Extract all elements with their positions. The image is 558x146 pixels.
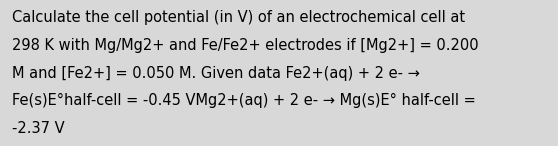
Text: -2.37 V: -2.37 V: [12, 121, 65, 136]
Text: Calculate the cell potential (in V) of an electrochemical cell at: Calculate the cell potential (in V) of a…: [12, 10, 465, 25]
Text: 298 K with Mg/Mg2+ and Fe/Fe2+ electrodes if [Mg2+] = 0.200: 298 K with Mg/Mg2+ and Fe/Fe2+ electrode…: [12, 38, 479, 53]
Text: M and [Fe2+] = 0.050 M. Given data Fe2+(aq) + 2 e- →: M and [Fe2+] = 0.050 M. Given data Fe2+(…: [12, 66, 420, 81]
Text: Fe(s)E°half-cell = -0.45 VMg2+(aq) + 2 e- → Mg(s)E° half-cell =: Fe(s)E°half-cell = -0.45 VMg2+(aq) + 2 e…: [12, 93, 476, 108]
